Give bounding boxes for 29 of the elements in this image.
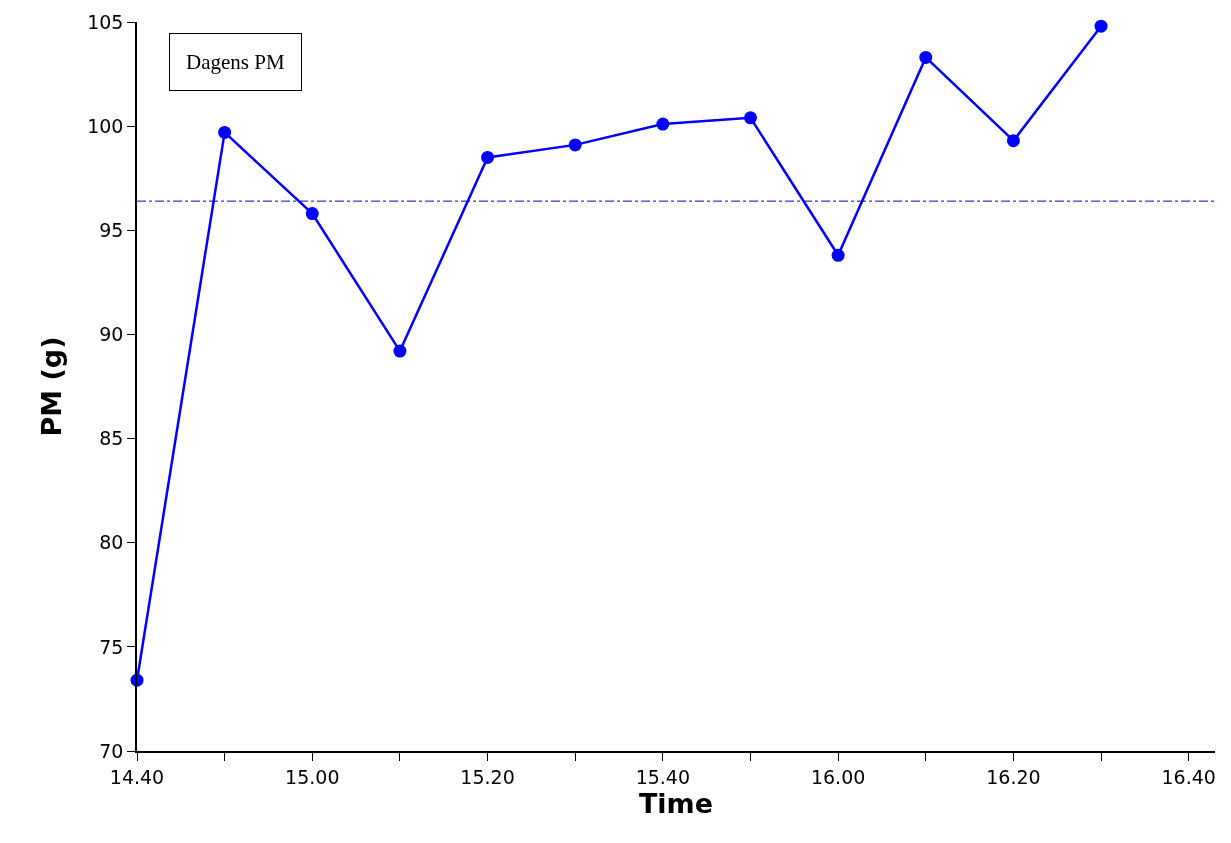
point: [1094, 19, 1108, 33]
point: [568, 138, 582, 152]
point: [305, 207, 319, 221]
x-tick-label: 16.40: [1161, 765, 1216, 788]
x-tick-label: 15.20: [460, 765, 515, 788]
x-tick-label: 16.20: [986, 765, 1041, 788]
point: [744, 111, 757, 125]
point: [656, 117, 670, 131]
x-tick-label: 16.00: [810, 765, 866, 788]
y-tick-label: 90: [99, 323, 124, 346]
y-axis-title: PM (g): [35, 336, 67, 437]
y-tick-label: 85: [99, 427, 124, 450]
point: [831, 248, 845, 262]
y-tick-label: 80: [99, 531, 124, 554]
x-axis-title: Time: [638, 787, 714, 819]
annotation: Dagens PM: [186, 50, 285, 74]
point: [481, 150, 495, 164]
y-tick-label: 70: [99, 739, 124, 762]
y-tick-label: 100: [87, 114, 124, 137]
point: [919, 50, 933, 64]
x-tick-label: 15.00: [285, 765, 340, 788]
point: [393, 344, 407, 358]
y-tick-label: 105: [87, 10, 124, 33]
x-tick-label: 14.40: [109, 765, 165, 788]
y-tick-label: 75: [99, 635, 124, 658]
x-tick-label: 15.40: [635, 765, 691, 788]
point: [1006, 134, 1020, 148]
point: [218, 125, 232, 139]
y-tick-label: 95: [99, 218, 124, 241]
